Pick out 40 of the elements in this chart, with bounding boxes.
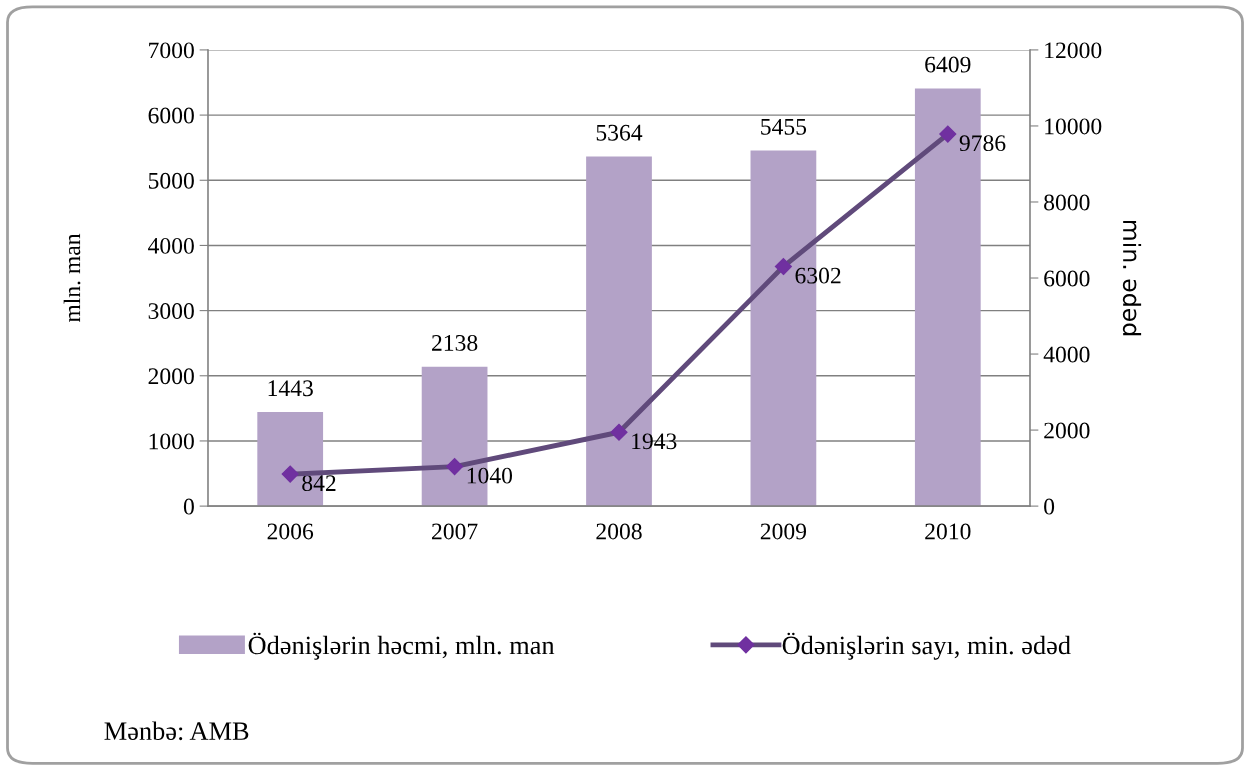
y-tick-label: 5000 [148,172,194,189]
data-label: 1040 [467,467,513,484]
y2-tick-label: 10000 [1045,118,1102,135]
data-label: 5364 [596,124,643,141]
data-label: 9786 [959,135,1006,152]
y2-tick-label: 2000 [1044,422,1090,439]
y-tick-label: 7000 [149,42,194,59]
data-label: 2138 [432,334,478,351]
y-tick-label: 4000 [148,237,194,254]
x-tick-label: 2006 [267,523,314,540]
legend-label: Ödənişlərin həcmi, mln. man [248,632,555,660]
legend-label: Ödənişlərin sayı, min. ədəd [782,632,1071,660]
y2-tick-label: 0 [1044,498,1055,515]
y2-tick-label: 4000 [1043,346,1090,363]
y-tick-label: 3000 [148,303,194,320]
y-tick-label: 1000 [149,433,194,450]
data-label: 5455 [761,118,807,135]
y-tick-label: 0 [183,498,194,515]
x-tick-label: 2010 [925,523,971,540]
y2-tick-label: 6000 [1044,270,1090,287]
point [446,458,464,476]
x-tick-label: 2008 [596,523,642,540]
data-label: 6302 [795,267,841,284]
y-tick-label: 2000 [148,368,194,385]
y-tick-label: 6000 [148,107,194,124]
data-label: 6409 [925,56,971,73]
x-tick-label: 2007 [432,523,478,540]
text: Mənbə: AMB [104,721,249,741]
x-tick-label: 2009 [760,523,807,540]
point [610,423,628,441]
point [939,125,957,143]
y2-axis-title: min. ədəd [1122,220,1142,336]
y-axis-title: mln. man [63,233,81,323]
point [774,257,792,276]
y2-tick-label: 8000 [1044,194,1090,211]
data-label: 842 [302,475,336,492]
data-label: 1943 [632,433,677,450]
point [281,465,299,483]
data-label: 1443 [268,380,313,397]
y2-tick-label: 12000 [1045,42,1102,59]
